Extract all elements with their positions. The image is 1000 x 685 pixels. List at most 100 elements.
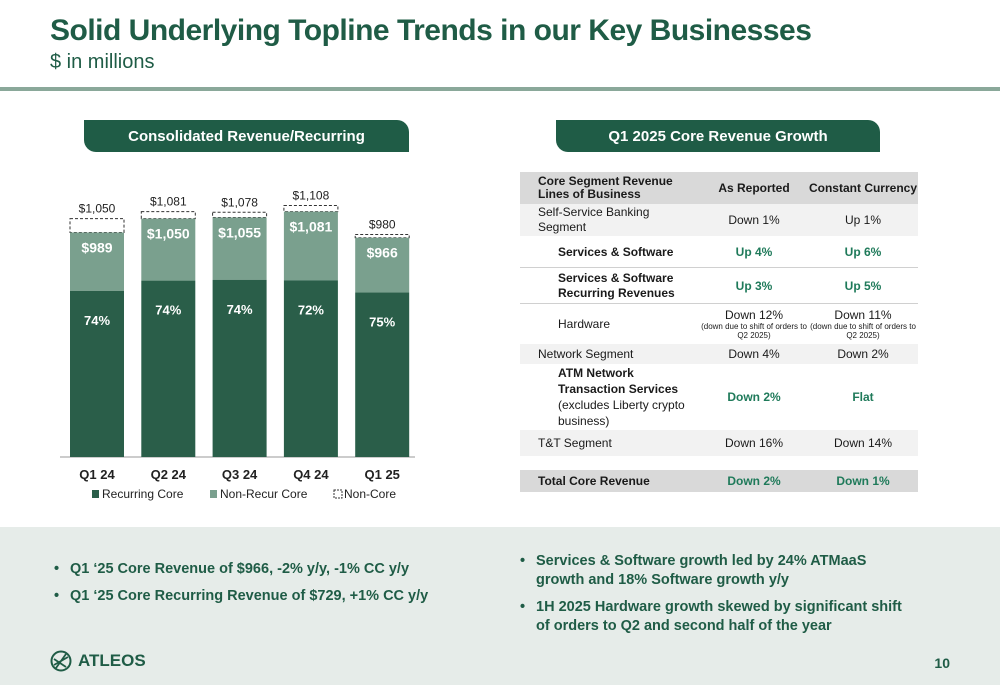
company-logo: ATLEOS [50, 650, 146, 672]
bar-non-core [283, 204, 339, 213]
bar-pct-label: 75% [369, 315, 395, 330]
bar-recurring-core [70, 290, 124, 457]
bullet-item: 1H 2025 Hardware growth skewed by signif… [520, 598, 910, 636]
bullet-item: Q1 ‘25 Core Recurring Revenue of $729, +… [54, 587, 484, 606]
table-row: ATM Network Transaction Services (exclud… [520, 364, 918, 430]
row-label: Network Segment [520, 344, 700, 364]
total-reported: Down 2% [727, 474, 781, 488]
left-bullets: Q1 ‘25 Core Revenue of $966, -2% y/y, -1… [54, 560, 484, 614]
x-tick-label: Q3 24 [222, 467, 258, 482]
legend-label: Recurring Core [102, 487, 184, 501]
x-tick-label: Q4 24 [293, 467, 329, 482]
row-label: Hardware [558, 317, 611, 331]
row-reported-note: (down due to shift of orders to Q2 2025) [701, 322, 807, 340]
row-label: ATM Network Transaction Services [558, 366, 679, 396]
legend-swatch [92, 490, 99, 498]
row-cc: Down 14% [808, 430, 918, 456]
row-label-cell: ATM Network Transaction Services (exclud… [520, 365, 700, 429]
bar-recurring-core [355, 292, 410, 457]
table-row: T&T Segment Down 16% Down 14% [520, 430, 918, 456]
total-label: Total Core Revenue [538, 474, 650, 488]
x-tick-label: Q1 25 [364, 467, 399, 482]
bar-non-recur-core [141, 218, 196, 281]
row-cc: Up 1% [808, 204, 918, 236]
table-header-reported: As Reported [718, 181, 790, 195]
bar-pct-label: 72% [298, 302, 324, 317]
atleos-logo-icon [50, 650, 72, 672]
table-header-segment: Core Segment Revenue Lines of Business [538, 174, 673, 201]
table-row: Services & Software Up 4% Up 6% [520, 236, 918, 268]
row-cc: Up 5% [844, 278, 882, 293]
left-panel-title: Consolidated Revenue/Recurring [84, 120, 409, 152]
bar-non-recur-core [70, 232, 124, 291]
bar-pct-label: 74% [155, 303, 181, 318]
bar-non-core [140, 211, 196, 220]
bar-non-core [354, 234, 410, 239]
table-header-cc: Constant Currency [808, 181, 918, 195]
bar-total-label: $980 [369, 218, 396, 232]
bar-core-label: $1,050 [147, 226, 190, 242]
row-cc-note: (down due to shift of orders to Q2 2025) [810, 322, 916, 340]
row-cc-cell: Down 11% (down due to shift of orders to… [808, 308, 918, 340]
total-cc: Down 1% [836, 474, 890, 488]
row-cc: Up 6% [844, 244, 882, 259]
revenue-stacked-bar-chart: 74% $989 $1,050 Q1 24 74% $1,050 $1,081 Q2 24 74… [60, 190, 415, 501]
row-reported: Down 4% [700, 344, 808, 364]
bar-total-label: $1,078 [221, 195, 258, 209]
table-header-row: Core Segment Revenue Lines of Business A… [520, 172, 918, 204]
table-spacer [520, 456, 918, 470]
page-number: 10 [934, 655, 950, 671]
bar-non-core [69, 218, 125, 233]
legend-label: Non-Core [344, 487, 396, 501]
row-reported: Up 4% [735, 244, 773, 259]
bar-non-recur-core [283, 211, 338, 281]
row-cc: Down 2% [808, 344, 918, 364]
legend-label: Non-Recur Core [220, 487, 308, 501]
row-reported: Down 12% [724, 308, 784, 322]
header-divider [0, 87, 1000, 91]
row-label: Self-Service Banking Segment [520, 204, 700, 236]
legend-swatch-non-core [333, 489, 343, 499]
x-tick-label: Q2 24 [151, 467, 187, 482]
bar-pct-label: 74% [84, 313, 110, 328]
table-row: Hardware Down 12% (down due to shift of … [520, 304, 918, 344]
bar-non-core [212, 211, 268, 219]
legend-swatch [210, 490, 217, 498]
bar-non-recur-core [355, 237, 410, 293]
bar-total-label: $1,050 [79, 202, 116, 216]
bar-total-label: $1,081 [150, 195, 187, 209]
core-revenue-growth-table: Core Segment Revenue Lines of Business A… [520, 172, 918, 492]
row-reported-cell: Down 12% (down due to shift of orders to… [700, 308, 808, 340]
page-subtitle: $ in millions [50, 51, 155, 73]
row-label: Services & Software [558, 244, 674, 259]
row-reported: Up 3% [735, 278, 773, 293]
bar-core-label: $989 [81, 239, 112, 255]
row-label: T&T Segment [520, 430, 700, 456]
row-reported: Down 2% [727, 390, 781, 404]
bar-recurring-core [283, 280, 338, 457]
page-title: Solid Underlying Topline Trends in our K… [50, 14, 812, 47]
bullet-item: Q1 ‘25 Core Revenue of $966, -2% y/y, -1… [54, 560, 484, 579]
table-total-row: Total Core Revenue Down 2% Down 1% [520, 470, 918, 492]
bar-non-recur-core [212, 217, 267, 280]
table-row: Network Segment Down 4% Down 2% [520, 344, 918, 364]
right-panel-title: Q1 2025 Core Revenue Growth [556, 120, 880, 152]
row-reported: Down 1% [700, 204, 808, 236]
bar-recurring-core [212, 279, 267, 457]
bar-core-label: $1,081 [289, 219, 332, 235]
row-reported: Down 16% [700, 430, 808, 456]
right-bullets: Services & Software growth led by 24% AT… [520, 552, 910, 644]
bar-recurring-core [141, 280, 196, 457]
bar-core-label: $966 [367, 245, 398, 261]
bullet-item: Services & Software growth led by 24% AT… [520, 552, 910, 590]
bar-pct-label: 74% [227, 302, 253, 317]
logo-text: ATLEOS [78, 651, 146, 670]
x-tick-label: Q1 24 [79, 467, 115, 482]
table-row: Services & Software Recurring Revenues U… [520, 268, 918, 304]
bar-total-label: $1,108 [293, 190, 330, 202]
row-cc: Down 11% [834, 308, 892, 322]
row-label-note: (excludes Liberty crypto business) [558, 398, 685, 428]
bar-core-label: $1,055 [218, 225, 261, 241]
row-cc: Flat [852, 390, 874, 404]
row-label: Services & Software Recurring Revenues [558, 270, 675, 300]
